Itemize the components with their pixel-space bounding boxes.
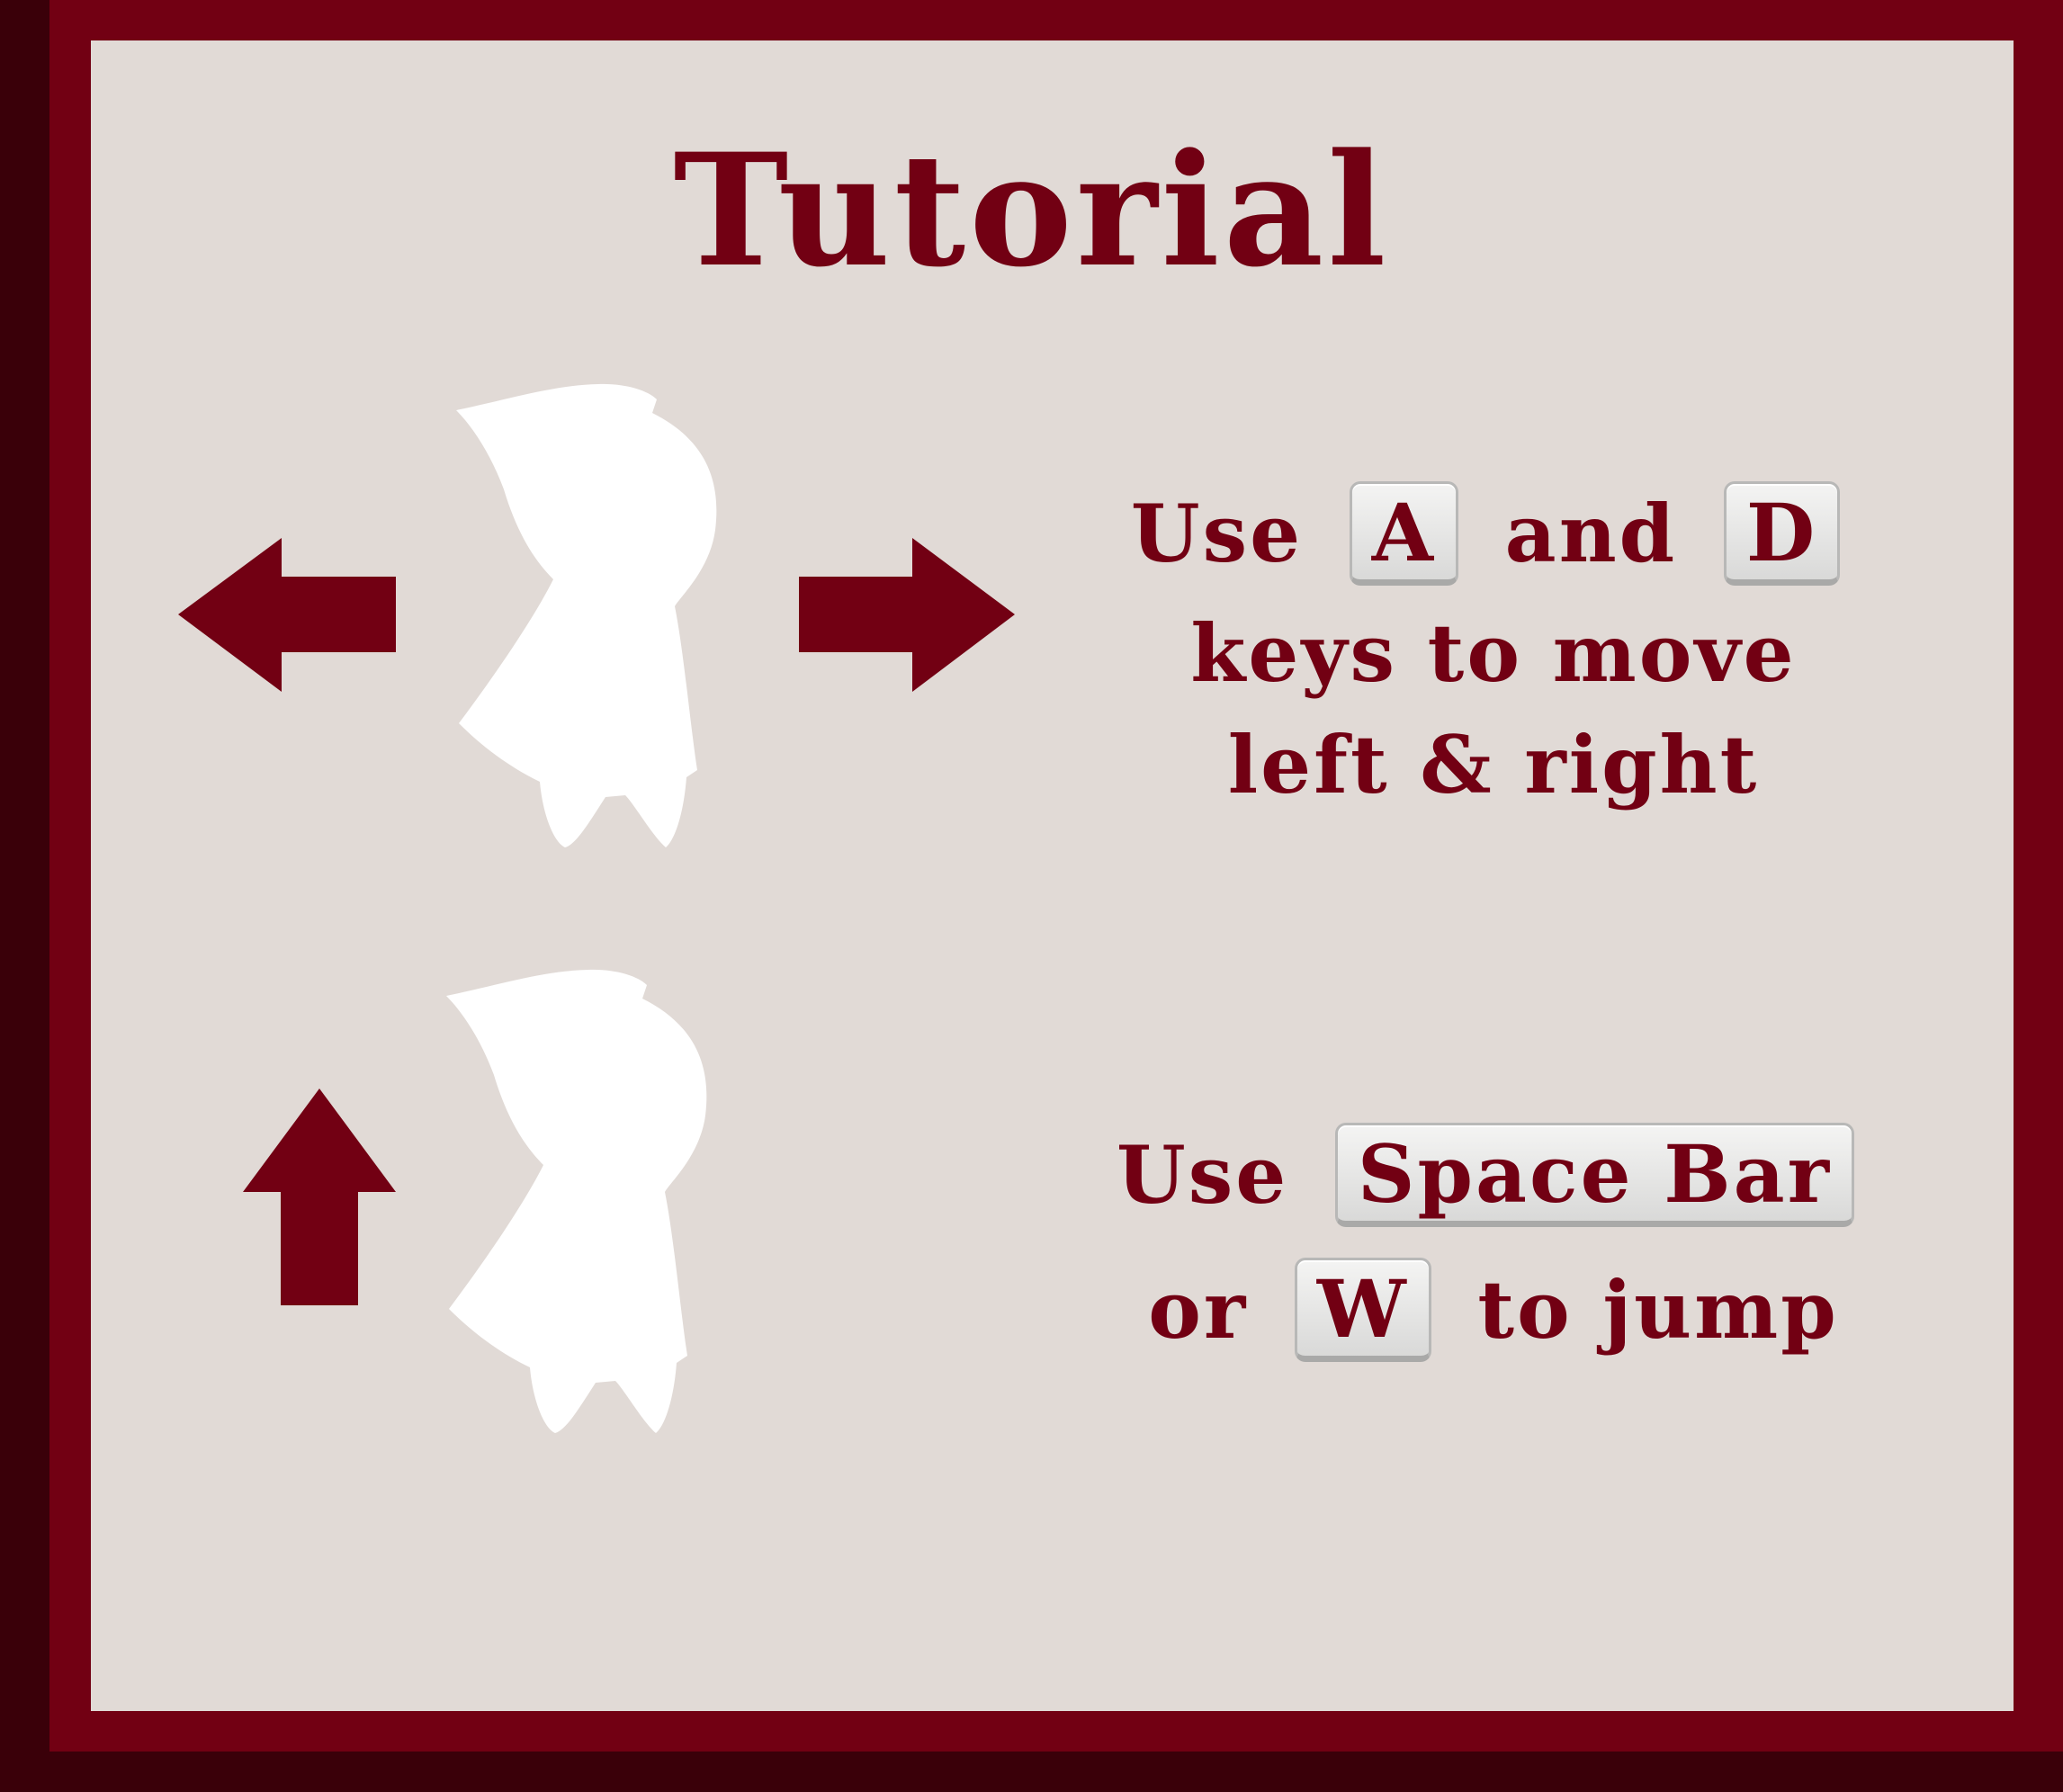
move-use-text: Use xyxy=(1130,487,1304,580)
key-w-icon: W xyxy=(1294,1258,1431,1362)
jump-instructions: Use Space Bar or W to jump xyxy=(1062,1107,1925,1376)
arrow-up-icon xyxy=(243,1089,396,1305)
key-d-icon: D xyxy=(1723,481,1841,586)
page-title: Tutorial xyxy=(673,119,1390,301)
move-instructions: Use A and D keys to move left & right xyxy=(1062,468,1925,828)
tutorial-panel xyxy=(91,40,2014,1711)
arrow-right-icon xyxy=(799,538,1015,692)
move-and-text: and xyxy=(1504,487,1678,580)
move-line-2: keys to move xyxy=(1190,606,1797,700)
character-figure-move xyxy=(456,383,717,848)
frame-shadow xyxy=(0,0,49,1792)
key-a-icon: A xyxy=(1349,481,1459,586)
jump-use-text: Use xyxy=(1117,1128,1289,1222)
jump-or-text: or xyxy=(1148,1263,1249,1357)
key-space-bar-icon: Space Bar xyxy=(1334,1123,1854,1227)
jump-rest-text: to jump xyxy=(1477,1263,1839,1357)
move-line-3: left & right xyxy=(1227,718,1760,811)
arrow-left-icon xyxy=(178,538,396,692)
character-figure-jump xyxy=(446,969,707,1433)
